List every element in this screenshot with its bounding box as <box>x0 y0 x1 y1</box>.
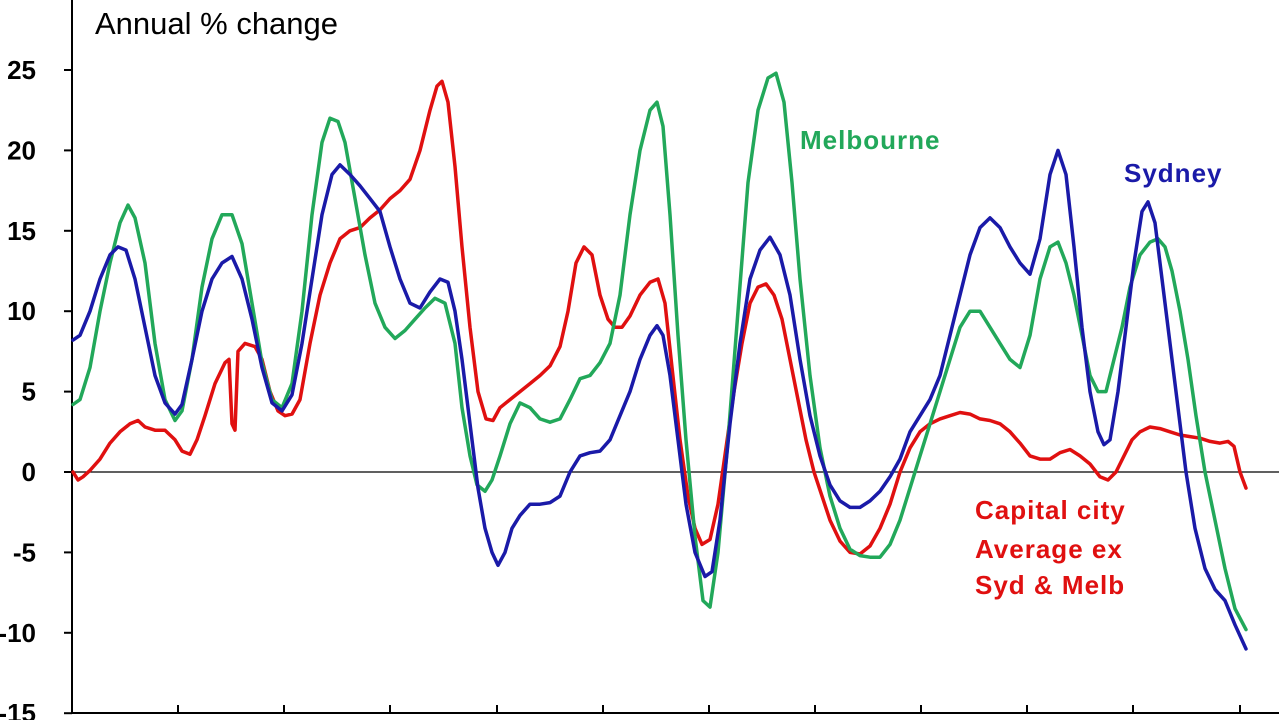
y-tick-label: -10 <box>0 618 36 648</box>
chart-title: Annual % change <box>95 6 338 41</box>
y-tick-label: -15 <box>0 698 36 720</box>
series-line-capital <box>71 79 1248 556</box>
chart-series-lines <box>71 71 1248 651</box>
y-tick-label: 0 <box>22 457 36 487</box>
y-tick-label: 15 <box>7 216 36 246</box>
chart-axes <box>64 0 1279 715</box>
series-label-capital-line-3: Syd & Melb <box>975 570 1125 600</box>
series-label-capital-line-1: Capital city <box>975 495 1126 525</box>
y-tick-label: 5 <box>22 377 36 407</box>
series-line-sydney <box>71 148 1248 651</box>
series-label-capital-line-2: Average ex <box>975 534 1123 564</box>
y-tick-label: 25 <box>7 55 36 85</box>
y-axis-labels: -15 -10 -5 0 5 10 15 20 25 <box>0 55 36 720</box>
series-label-melbourne: Melbourne <box>800 125 940 155</box>
y-tick-label: 10 <box>7 296 36 326</box>
y-tick-label: 20 <box>7 135 36 165</box>
y-tick-label: -5 <box>13 537 36 567</box>
series-line-melbourne <box>71 71 1248 632</box>
series-label-sydney: Sydney <box>1124 158 1223 188</box>
